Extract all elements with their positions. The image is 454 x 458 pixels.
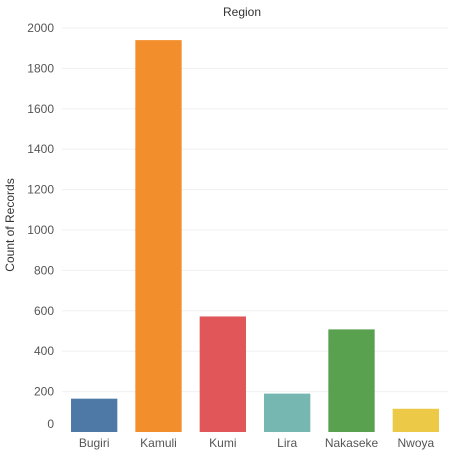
y-axis-ticks: 0 200 400 600 800 1000 1200 1400 1600 1800 2000 <box>27 21 54 431</box>
x-tick-label: Nakaseke <box>325 436 379 450</box>
bar-kumi[interactable] <box>199 316 246 432</box>
y-tick-label: 1800 <box>27 61 54 75</box>
y-tick-label: 0 <box>47 417 54 431</box>
x-tick-label: Bugiri <box>79 436 110 450</box>
y-tick-label: 600 <box>34 304 54 318</box>
x-tick-label: Kamuli <box>140 436 177 450</box>
bar-lira[interactable] <box>264 393 311 432</box>
bar-kamuli[interactable] <box>135 40 182 433</box>
bars <box>71 40 439 433</box>
y-tick-label: 1400 <box>27 142 54 156</box>
y-tick-label: 800 <box>34 263 54 277</box>
gridlines <box>62 27 448 393</box>
x-tick-label: Lira <box>277 436 297 450</box>
bar-nwoya[interactable] <box>392 408 439 432</box>
bar-nakaseke[interactable] <box>328 329 375 432</box>
chart-title: Region <box>223 5 261 19</box>
bar-bugiri[interactable] <box>71 398 118 432</box>
y-tick-label: 1000 <box>27 223 54 237</box>
y-tick-label: 400 <box>34 344 54 358</box>
y-tick-label: 1200 <box>27 183 54 197</box>
y-axis-title: Count of Records <box>3 178 17 271</box>
x-tick-label: Kumi <box>209 436 236 450</box>
y-tick-label: 1600 <box>27 102 54 116</box>
y-tick-label: 200 <box>34 385 54 399</box>
x-tick-label: Nwoya <box>397 436 434 450</box>
y-tick-label: 2000 <box>27 21 54 35</box>
x-axis-ticks: Bugiri Kamuli Kumi Lira Nakaseke Nwoya <box>79 436 435 450</box>
